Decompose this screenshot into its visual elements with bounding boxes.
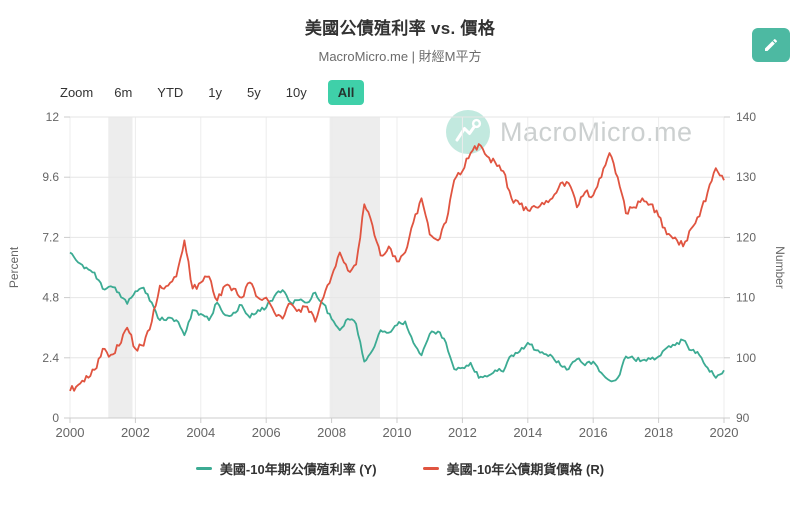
x-axis-label: 2008 — [317, 425, 346, 440]
legend-label: 美國-10年公債期貨價格 (R) — [446, 462, 605, 477]
zoom-button-ytd[interactable]: YTD — [153, 80, 187, 105]
y-axis-left-label: 9.6 — [42, 170, 59, 184]
legend-dash-icon — [195, 467, 212, 470]
legend-dash-icon — [422, 467, 439, 470]
y-axis-right-label: 110 — [736, 291, 755, 305]
macromicro-logo-icon — [446, 110, 490, 154]
x-axis-label: 2018 — [644, 425, 673, 440]
legend-item-yield[interactable]: 美國-10年期公債殖利率 (Y) — [195, 459, 377, 478]
y-axis-left-label: 4.8 — [42, 291, 59, 305]
watermark: MacroMicro.me — [446, 110, 693, 154]
x-axis-label: 2010 — [383, 425, 412, 440]
edit-button[interactable] — [752, 28, 790, 62]
zoom-button-6m[interactable]: 6m — [110, 80, 136, 105]
recession-band — [108, 117, 133, 418]
chart-header: 美國公債殖利率 vs. 價格 MacroMicro.me | 財經M平方 — [0, 14, 800, 65]
page-title: 美國公債殖利率 vs. 價格 — [304, 19, 496, 38]
y-axis-right-label: 90 — [736, 411, 750, 425]
x-axis-label: 2014 — [513, 425, 542, 440]
gridlines — [69, 116, 725, 418]
y-axis-left-title: Percent — [7, 246, 21, 288]
x-axis-label: 2000 — [56, 425, 85, 440]
zoom-button-all[interactable]: All — [327, 80, 365, 105]
series-line-yield — [69, 251, 725, 383]
zoom-button-10y[interactable]: 10y — [282, 80, 311, 105]
recession-bands — [108, 117, 380, 418]
x-axis-label: 2012 — [448, 425, 477, 440]
y-axis-right-label: 140 — [736, 110, 756, 124]
y-axis-right: 90 100 110 120 130 140 Number — [724, 110, 787, 425]
x-axis-label: 2004 — [186, 425, 215, 440]
y-axis-left-label: 7.2 — [42, 230, 59, 244]
page-subtitle: MacroMicro.me | 財經M平方 — [318, 49, 482, 64]
zoom-label: Zoom — [60, 85, 94, 100]
y-axis-right-label: 100 — [736, 351, 756, 365]
legend: 美國-10年期公債殖利率 (Y) 美國-10年公債期貨價格 (R) — [0, 459, 800, 478]
x-axis-label: 2002 — [121, 425, 150, 440]
x-axis-label: 2006 — [252, 425, 281, 440]
zoom-toolbar: Zoom 6m YTD 1y 5y 10y All — [60, 80, 365, 105]
y-axis-right-label: 120 — [736, 230, 756, 244]
x-axis: 2000 2002 2004 2006 2008 2010 2012 2014 2016 2018… — [56, 417, 739, 440]
y-axis-left-label: 0 — [52, 411, 59, 425]
watermark-text: MacroMicro.me — [500, 116, 693, 147]
y-axis-left-label: 12 — [46, 110, 60, 124]
series-group — [69, 143, 725, 392]
y-axis-left: 0 2.4 4.8 7.2 9.6 12 Percent — [7, 110, 70, 425]
legend-item-price[interactable]: 美國-10年公債期貨價格 (R) — [422, 459, 605, 478]
legend-label: 美國-10年期公債殖利率 (Y) — [219, 462, 377, 477]
y-axis-right-label: 130 — [736, 170, 756, 184]
recession-band — [329, 117, 380, 418]
y-axis-right-title: Number — [773, 246, 787, 289]
zoom-button-5y[interactable]: 5y — [243, 80, 265, 105]
pencil-icon — [763, 37, 779, 53]
series-line-price — [69, 143, 725, 392]
x-axis-label: 2020 — [710, 425, 739, 440]
y-axis-left-label: 2.4 — [42, 351, 59, 365]
x-axis-label: 2016 — [579, 425, 608, 440]
zoom-button-1y[interactable]: 1y — [204, 80, 226, 105]
